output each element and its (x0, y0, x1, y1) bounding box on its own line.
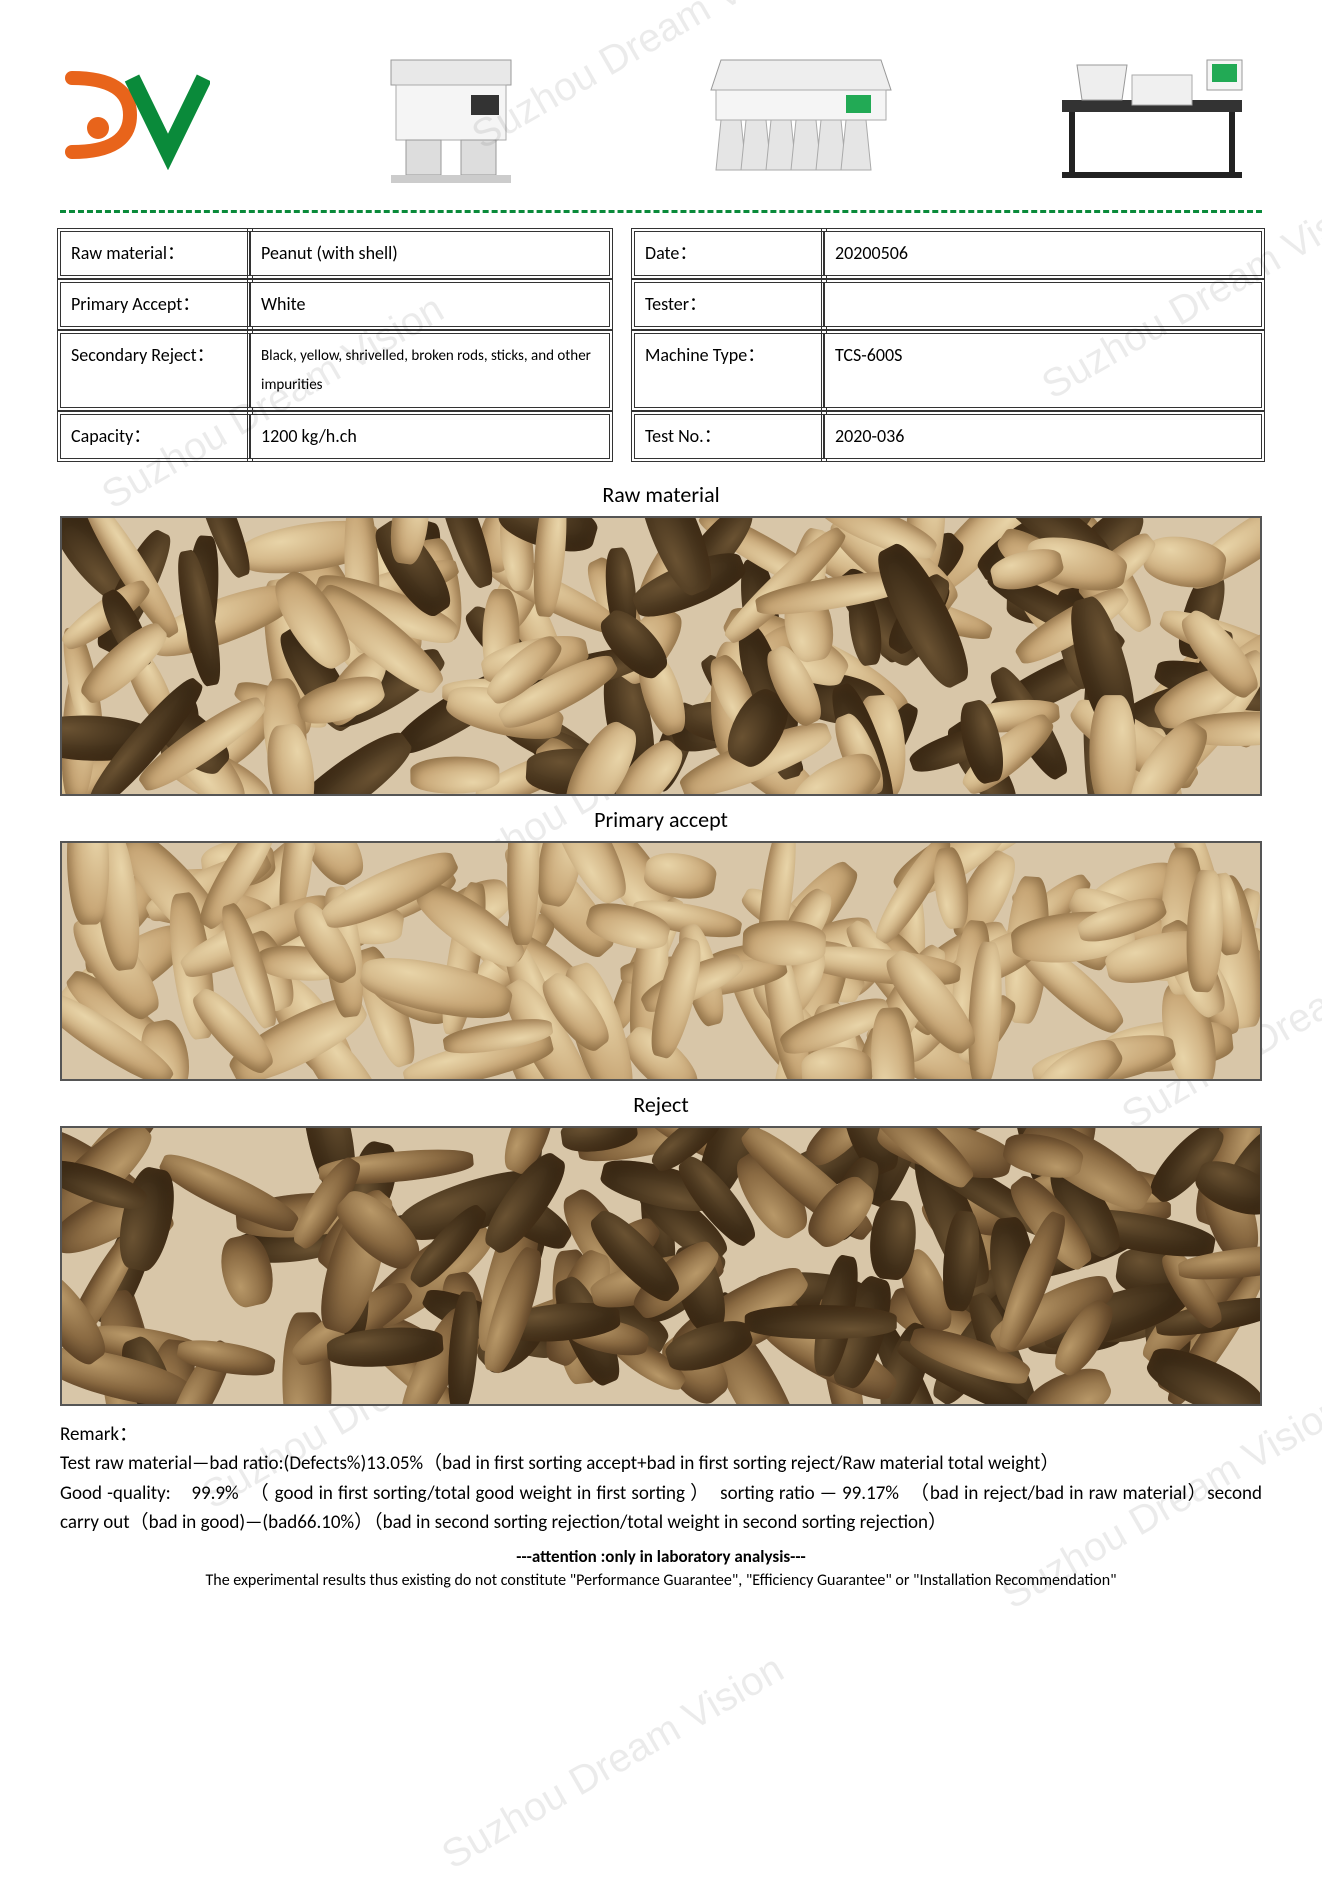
value-raw-material: Peanut (with shell) (250, 231, 610, 276)
label-test-no: Test No.： (634, 414, 824, 459)
label-machine-type: Machine Type： (634, 333, 824, 408)
machine-image-1 (341, 40, 561, 190)
disclaimer-line: The experimental results thus existing d… (60, 1571, 1262, 1590)
remark-line1: Test raw material—bad ratio:(Defects%)13… (60, 1449, 1262, 1478)
remark-block: Remark： Test raw material—bad ratio:(Def… (60, 1420, 1262, 1538)
machine-image-3 (1042, 40, 1262, 190)
remark-line2: Good -quality: 99.9% （ good in first sor… (60, 1479, 1262, 1538)
header-row (60, 40, 1262, 190)
value-secondary-reject: Black, yellow, shrivelled, broken rods, … (250, 333, 610, 408)
label-date: Date： (634, 231, 824, 276)
value-capacity: 1200 kg/h.ch (250, 414, 610, 459)
company-logo (60, 60, 210, 170)
attention-line: ---attention :only in laboratory analysi… (60, 1546, 1262, 1567)
section-title-reject: Reject (60, 1091, 1262, 1118)
label-capacity: Capacity： (60, 414, 250, 459)
label-primary-accept: Primary Accept： (60, 282, 250, 327)
info-table: Raw material： Peanut (with shell) Date： … (60, 231, 1262, 459)
label-tester: Tester： (634, 282, 824, 327)
photo-reject (60, 1126, 1262, 1406)
value-machine-type: TCS-600S (824, 333, 1262, 408)
label-raw-material: Raw material： (60, 231, 250, 276)
remark-title: Remark： (60, 1420, 1262, 1449)
value-primary-accept: White (250, 282, 610, 327)
section-title-raw: Raw material (60, 481, 1262, 508)
photo-primary-accept (60, 841, 1262, 1081)
machine-image-2 (691, 40, 911, 190)
photo-raw-material (60, 516, 1262, 796)
label-secondary-reject: Secondary Reject： (60, 333, 250, 408)
divider-dashed (60, 210, 1262, 213)
section-title-accept: Primary accept (60, 806, 1262, 833)
value-date: 20200506 (824, 231, 1262, 276)
value-tester (824, 282, 1262, 327)
value-test-no: 2020-036 (824, 414, 1262, 459)
